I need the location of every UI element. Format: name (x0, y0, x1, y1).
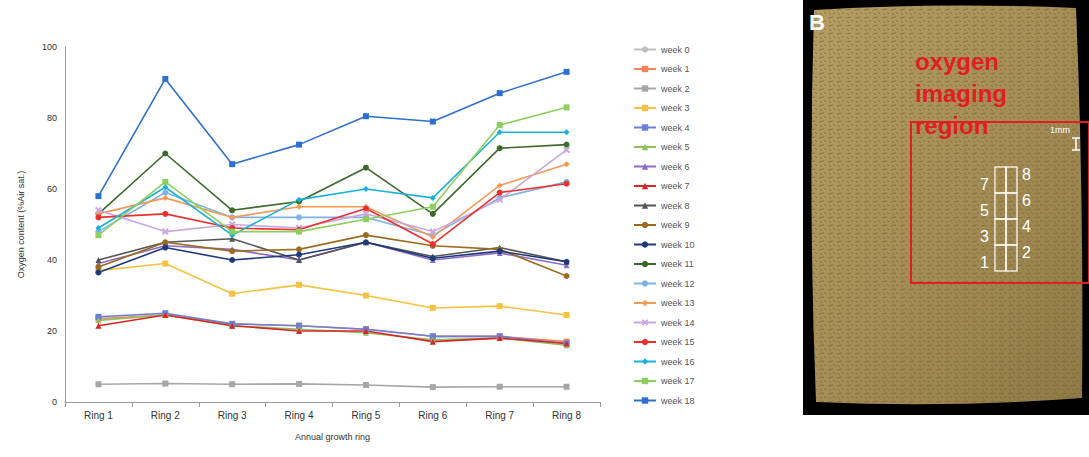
svg-text:1mm: 1mm (1050, 125, 1070, 135)
svg-text:week 2: week 2 (660, 84, 690, 94)
svg-text:week 18: week 18 (660, 396, 695, 406)
svg-text:Oxygen content (%Air sat.): Oxygen content (%Air sat.) (16, 171, 26, 279)
svg-text:Annual growth ring: Annual growth ring (295, 432, 370, 442)
svg-text:week 15: week 15 (660, 337, 695, 347)
svg-text:Ring 7: Ring 7 (485, 410, 514, 421)
svg-text:40: 40 (47, 255, 57, 265)
svg-text:week 6: week 6 (660, 162, 690, 172)
svg-text:4: 4 (1022, 218, 1031, 235)
svg-text:week 8: week 8 (660, 201, 690, 211)
svg-text:region: region (915, 112, 988, 139)
svg-text:week 9: week 9 (660, 220, 690, 230)
svg-text:Ring 6: Ring 6 (418, 410, 447, 421)
svg-text:20: 20 (47, 326, 57, 336)
svg-text:week 5: week 5 (660, 142, 690, 152)
svg-text:6: 6 (1022, 192, 1031, 209)
svg-text:week 13: week 13 (660, 298, 695, 308)
svg-text:Ring 4: Ring 4 (285, 410, 314, 421)
svg-text:week 16: week 16 (660, 357, 695, 367)
svg-text:oxygen: oxygen (915, 48, 999, 75)
svg-text:week 11: week 11 (660, 259, 694, 269)
svg-text:imaging: imaging (915, 80, 1007, 107)
svg-text:week 3: week 3 (660, 103, 690, 113)
svg-text:100: 100 (42, 42, 57, 52)
svg-text:week 10: week 10 (660, 240, 695, 250)
svg-text:Ring 1: Ring 1 (84, 410, 113, 421)
svg-text:7: 7 (980, 176, 989, 193)
svg-text:3: 3 (980, 228, 989, 245)
svg-text:week 0: week 0 (660, 45, 690, 55)
svg-text:Ring 8: Ring 8 (552, 410, 581, 421)
svg-text:0: 0 (52, 397, 57, 407)
svg-text:2: 2 (1022, 244, 1031, 261)
svg-text:week 7: week 7 (660, 181, 690, 191)
svg-text:week 17: week 17 (660, 376, 695, 386)
svg-text:week 12: week 12 (660, 279, 695, 289)
svg-text:week 1: week 1 (660, 64, 690, 74)
svg-text:Ring 2: Ring 2 (151, 410, 180, 421)
svg-text:B: B (809, 10, 825, 35)
svg-text:Ring 3: Ring 3 (218, 410, 247, 421)
svg-text:80: 80 (47, 113, 57, 123)
svg-text:8: 8 (1022, 166, 1031, 183)
svg-text:week 4: week 4 (660, 123, 690, 133)
svg-text:Ring 5: Ring 5 (351, 410, 380, 421)
svg-text:5: 5 (980, 202, 989, 219)
svg-text:1: 1 (980, 254, 989, 271)
svg-text:60: 60 (47, 184, 57, 194)
svg-text:week 14: week 14 (660, 318, 695, 328)
